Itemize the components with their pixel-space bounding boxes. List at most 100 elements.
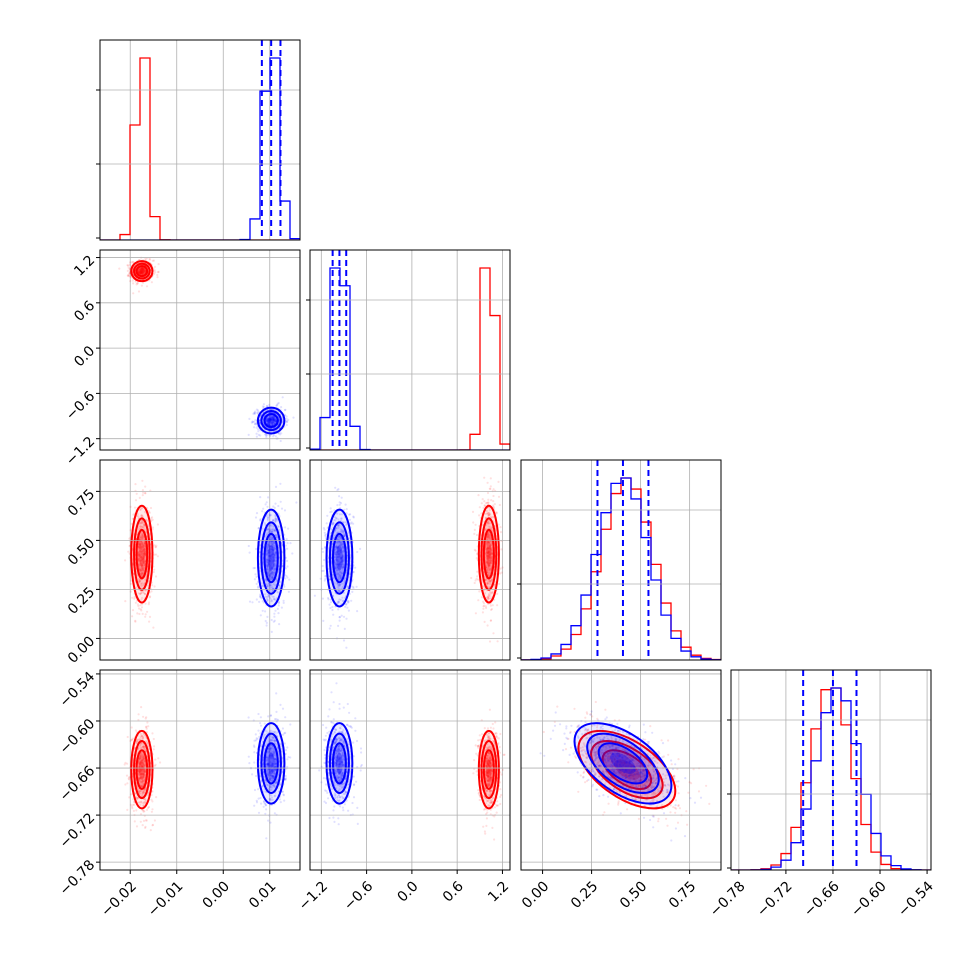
- scatter-point: [271, 775, 275, 778]
- scatter-point: [271, 418, 275, 421]
- scatter-point: [267, 418, 270, 422]
- scatter-point: [269, 754, 272, 757]
- scatter-point: [273, 782, 276, 785]
- scatter-point: [338, 495, 341, 498]
- scatter-point: [157, 270, 160, 273]
- scatter-point: [277, 525, 280, 528]
- scatter-point: [143, 553, 146, 556]
- scatter-point: [336, 560, 339, 563]
- scatter-point: [324, 574, 327, 577]
- scatter-point: [476, 575, 479, 578]
- panel-frame: [99, 459, 301, 661]
- scatter-point: [257, 811, 261, 814]
- scatter-point: [275, 710, 278, 714]
- scatter-point: [269, 558, 272, 561]
- scatter-point: [284, 778, 287, 781]
- scatter-point: [341, 543, 344, 546]
- scatter-point: [338, 561, 341, 564]
- scatter-point: [285, 538, 288, 541]
- scatter-point: [266, 615, 269, 619]
- scatter-point: [337, 524, 340, 527]
- scatter-point: [339, 571, 342, 574]
- scatter-point: [272, 562, 275, 565]
- scatter-point: [271, 417, 275, 420]
- scatter-point: [268, 559, 271, 563]
- scatter-point: [248, 762, 251, 765]
- scatter-point: [337, 551, 340, 554]
- scatter-point: [272, 755, 275, 758]
- scatter-point: [142, 267, 145, 270]
- scatter-point: [283, 799, 286, 802]
- scatter-point: [269, 548, 272, 551]
- scatter-point: [335, 517, 338, 520]
- scatter-point: [268, 540, 271, 543]
- scatter-point: [142, 572, 145, 575]
- scatter-point: [487, 550, 490, 554]
- scatter-point: [141, 565, 144, 568]
- scatter-point: [342, 639, 346, 642]
- scatter-point: [266, 564, 269, 567]
- scatter-point: [259, 732, 262, 735]
- scatter-point: [488, 546, 491, 549]
- scatter-point: [285, 574, 288, 578]
- scatter-point: [267, 421, 270, 424]
- scatter-point: [137, 544, 140, 548]
- scatter-point: [138, 580, 141, 583]
- scatter-point: [336, 547, 339, 550]
- scatter-point: [271, 552, 274, 556]
- scatter-point: [338, 564, 341, 567]
- scatter-point: [488, 507, 491, 510]
- scatter-point: [139, 553, 142, 556]
- scatter-point: [487, 501, 490, 504]
- scatter-point: [140, 800, 143, 803]
- scatter-point: [140, 706, 143, 709]
- scatter-point: [345, 521, 348, 524]
- scatter-point: [140, 759, 143, 762]
- scatter-point: [333, 562, 337, 565]
- scatter-point: [139, 569, 142, 573]
- scatter-point: [149, 506, 153, 510]
- scatter-point: [279, 500, 282, 503]
- scatter-point: [267, 585, 270, 588]
- scatter-point: [250, 421, 253, 424]
- scatter-point: [337, 546, 340, 549]
- scatter-point: [354, 566, 357, 569]
- scatter-point: [151, 808, 154, 811]
- scatter-point: [339, 565, 342, 568]
- scatter-point: [477, 494, 480, 497]
- scatter-point: [140, 769, 143, 772]
- scatter-point: [271, 416, 274, 420]
- scatter-point: [266, 547, 270, 550]
- contour-line: [133, 740, 151, 800]
- scatter-point: [339, 517, 342, 520]
- scatter-point: [284, 731, 287, 735]
- scatter-point: [137, 578, 141, 581]
- scatter-point: [487, 595, 490, 598]
- scatter-point: [254, 410, 257, 413]
- scatter-point: [141, 755, 144, 758]
- scatter-point: [350, 521, 353, 524]
- scatter-point: [141, 533, 144, 537]
- scatter-point: [138, 757, 141, 760]
- scatter-point: [142, 561, 145, 564]
- scatter-point: [129, 793, 133, 796]
- scatter-point: [269, 576, 272, 579]
- scatter-point: [141, 573, 144, 576]
- scatter-point: [137, 559, 140, 562]
- scatter-point: [334, 546, 337, 549]
- scatter-point: [286, 765, 289, 768]
- scatter-point: [273, 612, 276, 615]
- scatter-point: [348, 578, 351, 581]
- scatter-point: [488, 561, 491, 565]
- scatter-point: [144, 551, 147, 554]
- scatter-point: [140, 269, 143, 273]
- scatter-point: [274, 420, 277, 423]
- scatter-point: [274, 740, 277, 743]
- scatter-point: [277, 600, 281, 604]
- scatter-point: [485, 512, 488, 515]
- scatter-point: [255, 582, 258, 586]
- scatter-point: [264, 578, 267, 581]
- scatter-point: [274, 598, 277, 602]
- scatter-point: [127, 264, 130, 267]
- scatter-point: [488, 534, 492, 537]
